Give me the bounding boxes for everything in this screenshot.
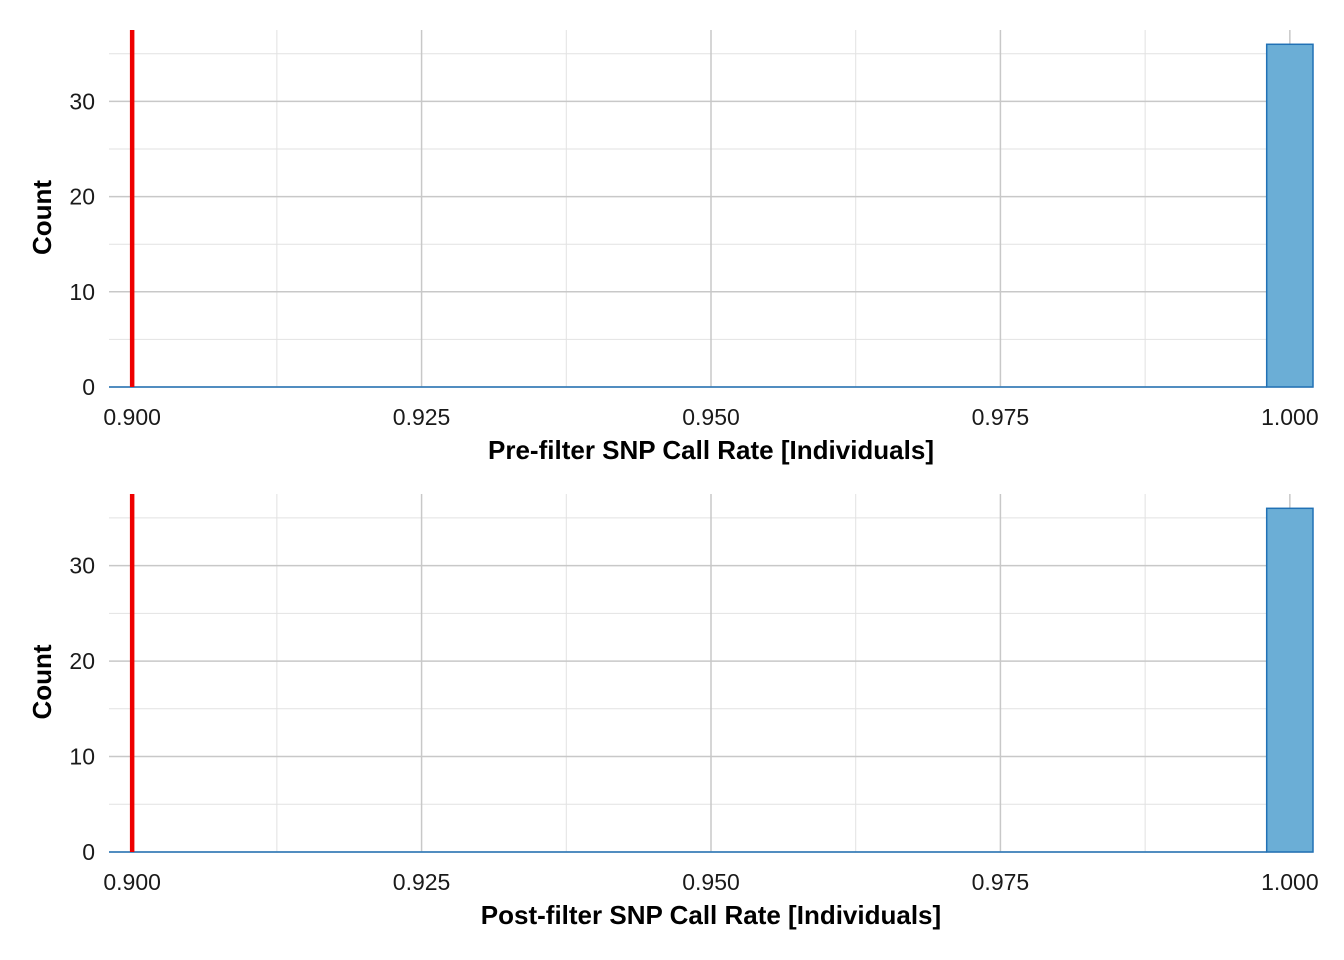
x-axis-title: Post-filter SNP Call Rate [Individuals] <box>481 900 941 930</box>
histogram-bar <box>1265 507 1314 853</box>
y-tick-label: 10 <box>69 744 95 770</box>
x-tick-label: 0.975 <box>972 869 1030 895</box>
histogram-bar <box>1265 43 1314 388</box>
y-tick-label: 0 <box>82 839 95 865</box>
y-tick-label: 0 <box>82 374 95 400</box>
x-tick-label: 0.925 <box>393 869 451 895</box>
y-tick-label: 30 <box>69 553 95 579</box>
x-tick-label: 0.950 <box>682 869 740 895</box>
y-tick-label: 10 <box>69 279 95 305</box>
x-tick-label: 0.925 <box>393 404 451 430</box>
x-axis-title: Pre-filter SNP Call Rate [Individuals] <box>488 435 934 465</box>
x-tick-label: 0.900 <box>103 404 161 430</box>
y-tick-label: 20 <box>69 648 95 674</box>
x-tick-label: 0.900 <box>103 869 161 895</box>
x-tick-label: 1.000 <box>1261 404 1319 430</box>
y-axis-title: Count <box>27 180 57 255</box>
chart-panel-1: 0.900 0.925 0.950 0.975 1.000 0 10 20 30 Pre-filt… <box>27 30 1319 465</box>
chart-panel-2: 0.900 0.925 0.950 0.975 1.000 0 10 20 30 Post-fil… <box>27 494 1319 930</box>
y-tick-label: 20 <box>69 184 95 210</box>
y-axis-title: Count <box>27 644 57 719</box>
x-tick-label: 0.975 <box>972 404 1030 430</box>
x-tick-label: 0.950 <box>682 404 740 430</box>
y-tick-label: 30 <box>69 88 95 114</box>
x-tick-label: 1.000 <box>1261 869 1319 895</box>
